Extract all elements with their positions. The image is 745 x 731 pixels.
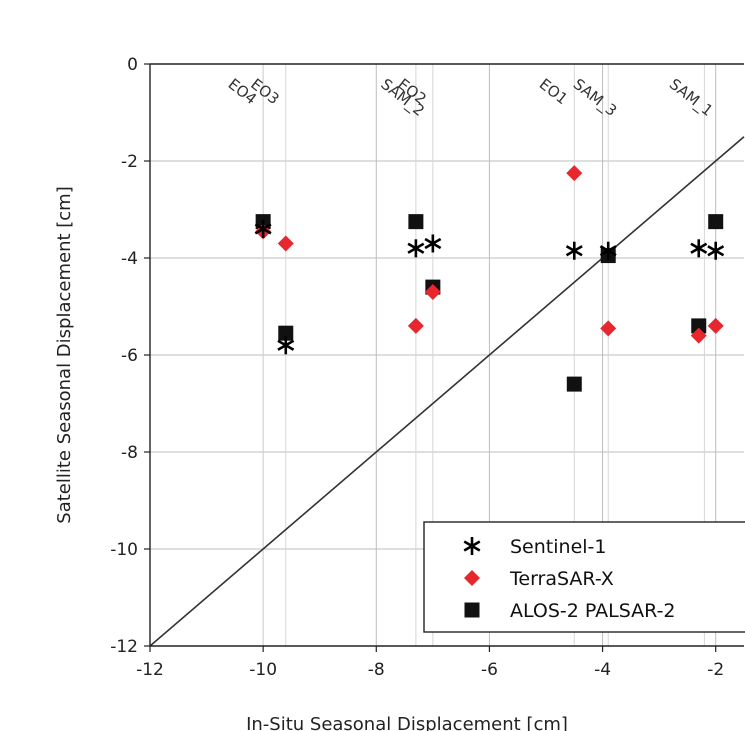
legend-label-terrasar-x: TerraSAR-X [509, 568, 614, 590]
asterisk-stroke [407, 242, 425, 254]
point-sentinel-1 [424, 234, 442, 253]
point-sentinel-1 [277, 336, 295, 355]
point-alos-2-palsar-2 [408, 214, 424, 230]
asterisk-stroke [254, 223, 272, 235]
asterisk-stroke [463, 540, 481, 552]
y-tick-label: -2 [121, 152, 138, 172]
asterisk-stroke [707, 245, 725, 257]
x-tick-label: -10 [249, 660, 277, 680]
x-axis-title: In-Situ Seasonal Displacement [cm] [246, 714, 568, 731]
legend-label-alos-2-palsar-2: ALOS-2 PALSAR-2 [510, 600, 676, 622]
asterisk-stroke [690, 242, 708, 254]
asterisk-stroke [599, 245, 617, 257]
point-terrasar-x [566, 165, 583, 182]
point-sentinel-1 [254, 219, 272, 238]
point-terrasar-x [600, 320, 617, 337]
point-terrasar-x [407, 317, 424, 334]
legend-marker-sentinel-1 [463, 537, 481, 555]
legend-marker-alos-2-palsar-2 [464, 602, 480, 618]
y-tick-label: -12 [110, 637, 138, 657]
reference-line [149, 136, 745, 647]
tick-labels: -12 -10 -8 -6 -4 -2 0 -2 -4 -6 -8 -10 -12 [110, 55, 724, 680]
point-sentinel-1 [707, 241, 725, 260]
point-alos-2-palsar-2 [708, 214, 724, 230]
point-sentinel-1 [599, 241, 617, 260]
point-terrasar-x [707, 317, 724, 334]
y-tick-label: -10 [110, 540, 138, 560]
legend-marker-terrasar-x [464, 570, 480, 586]
y-axis-title: Satellite Seasonal Displacement [cm] [54, 186, 75, 523]
x-tick-label: -6 [481, 660, 498, 680]
point-sentinel-1 [407, 239, 425, 258]
point-alos-2-palsar-2 [691, 318, 707, 334]
y-tick-label: -4 [121, 249, 138, 269]
legend-label-sentinel-1: Sentinel-1 [510, 536, 606, 558]
x-tick-label: -12 [136, 660, 164, 680]
legend: Sentinel-1 TerraSAR-X ALOS-2 PALSAR-2 [423, 521, 745, 633]
x-tick-label: -4 [594, 660, 611, 680]
one-to-one-line [149, 136, 745, 647]
point-terrasar-x [690, 327, 707, 344]
asterisk-stroke [424, 237, 442, 250]
point-alos-2-palsar-2 [278, 325, 294, 341]
point-alos-2-palsar-2 [566, 376, 582, 392]
point-terrasar-x [277, 235, 294, 252]
point-terrasar-x [424, 283, 441, 300]
y-tick-label: -6 [121, 346, 138, 366]
y-tick-label: 0 [127, 55, 138, 75]
point-sentinel-1 [565, 241, 583, 260]
point-sentinel-1 [690, 239, 708, 258]
asterisk-stroke [565, 245, 583, 257]
y-tick-label: -8 [121, 443, 138, 463]
asterisk-stroke [277, 339, 295, 351]
x-tick-label: -8 [368, 660, 385, 680]
x-tick-label: -2 [707, 660, 724, 680]
data-points [254, 165, 725, 392]
